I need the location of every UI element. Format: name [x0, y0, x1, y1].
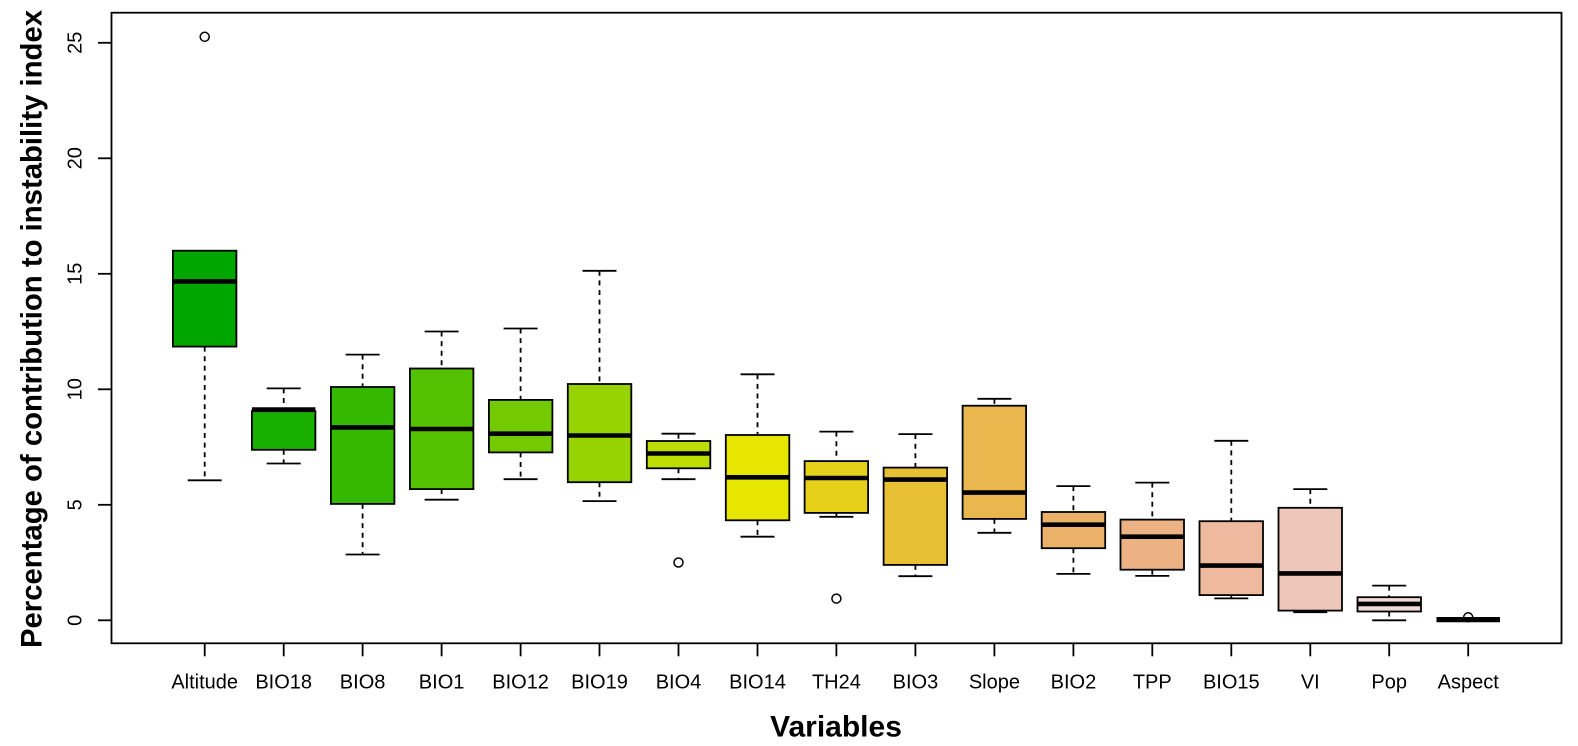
svg-text:15: 15: [65, 263, 87, 285]
svg-text:Pop: Pop: [1371, 672, 1407, 694]
svg-text:TH24: TH24: [812, 672, 861, 694]
svg-text:BIO1: BIO1: [419, 672, 465, 694]
svg-text:TPP: TPP: [1133, 672, 1172, 694]
svg-text:0: 0: [65, 615, 87, 626]
svg-text:VI: VI: [1301, 672, 1320, 694]
svg-text:BIO15: BIO15: [1203, 672, 1260, 694]
svg-text:Percentage of contribution to: Percentage of contribution to instabilit…: [16, 9, 49, 648]
svg-text:10: 10: [65, 378, 87, 400]
svg-text:BIO12: BIO12: [492, 672, 549, 694]
svg-text:BIO18: BIO18: [255, 672, 312, 694]
svg-text:BIO3: BIO3: [893, 672, 939, 694]
svg-text:Variables: Variables: [770, 711, 902, 744]
svg-text:BIO19: BIO19: [571, 672, 628, 694]
svg-text:BIO14: BIO14: [729, 672, 786, 694]
svg-text:BIO4: BIO4: [656, 672, 702, 694]
svg-text:Slope: Slope: [969, 672, 1020, 694]
svg-text:Altitude: Altitude: [171, 672, 238, 694]
svg-text:20: 20: [65, 147, 87, 169]
svg-text:Aspect: Aspect: [1438, 672, 1500, 694]
svg-text:25: 25: [65, 32, 87, 54]
svg-text:BIO8: BIO8: [340, 672, 386, 694]
svg-text:BIO2: BIO2: [1051, 672, 1097, 694]
svg-text:5: 5: [65, 499, 87, 510]
